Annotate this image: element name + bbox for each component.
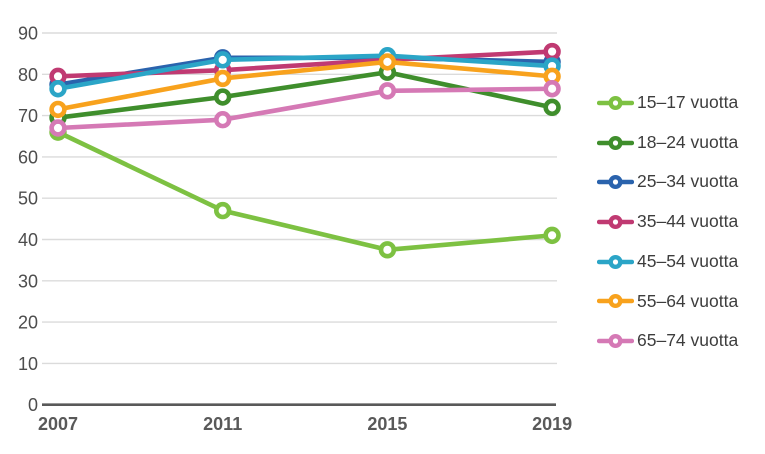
legend-item-35-44-vuotta: 35–44 vuotta <box>597 202 765 242</box>
y-axis-tick-label: 70 <box>18 106 38 126</box>
series-line-55-64-vuotta <box>55 59 555 112</box>
legend-label: 35–44 vuotta <box>637 211 739 232</box>
series-marker-15-17-vuotta <box>214 201 232 220</box>
legend-item-15-17-vuotta: 15–17 vuotta <box>597 83 765 123</box>
legend-marker-icon <box>597 95 634 110</box>
y-axis-tick-label: 20 <box>18 313 38 333</box>
y-axis-tick-label: 90 <box>18 24 38 44</box>
series-marker-65-74-vuotta <box>214 111 232 129</box>
series-marker-15-17-vuotta <box>378 241 397 259</box>
legend-marker-icon <box>597 294 634 309</box>
x-axis-tick-label: 2011 <box>203 414 242 434</box>
legend-marker-icon <box>597 333 634 348</box>
y-axis-tick-label: 0 <box>28 395 38 415</box>
series-marker-18-24-vuotta <box>543 98 561 117</box>
legend-item-25-34-vuotta: 25–34 vuotta <box>597 162 765 202</box>
series-marker-35-44-vuotta <box>543 42 561 61</box>
legend-item-45-54-vuotta: 45–54 vuotta <box>597 242 765 282</box>
series-marker-45-54-vuotta <box>214 51 232 69</box>
legend-item-65-74-vuotta: 65–74 vuotta <box>597 321 765 361</box>
legend-label: 18–24 vuotta <box>637 131 739 152</box>
legend-item-18-24-vuotta: 18–24 vuotta <box>597 123 765 163</box>
series-marker-55-64-vuotta <box>49 100 67 119</box>
legend-label: 25–34 vuotta <box>637 171 739 192</box>
x-axis-tick-label: 2015 <box>367 414 407 434</box>
y-axis-tick-label: 50 <box>18 189 38 209</box>
y-axis-tick-label: 60 <box>18 147 38 167</box>
y-axis-tick-label: 80 <box>18 65 38 85</box>
series-line-65-74-vuotta <box>55 86 555 131</box>
series-marker-18-24-vuotta <box>214 88 232 106</box>
series-line-45-54-vuotta <box>55 53 555 92</box>
series-marker-65-74-vuotta <box>378 82 397 100</box>
series-marker-55-64-vuotta <box>378 53 397 71</box>
legend-marker-icon <box>597 214 634 229</box>
legend-marker-icon <box>597 254 634 269</box>
y-axis-tick-label: 30 <box>18 271 38 291</box>
legend-label: 45–54 vuotta <box>637 250 739 271</box>
legend-item-55-64-vuotta: 55–64 vuotta <box>597 281 765 321</box>
series-line-15-17-vuotta <box>55 129 555 253</box>
x-axis-tick-label: 2007 <box>38 414 78 434</box>
series-marker-45-54-vuotta <box>49 80 67 98</box>
legend-marker-icon <box>597 175 634 190</box>
legend-label: 15–17 vuotta <box>637 92 739 113</box>
x-axis-tick-label: 2019 <box>532 414 572 434</box>
y-axis-tick-label: 10 <box>18 354 38 374</box>
legend-label: 65–74 vuotta <box>637 330 739 351</box>
series-marker-65-74-vuotta <box>543 80 561 98</box>
chart-legend: 15–17 vuotta 18–24 vuotta 25–34 vuotta 35–4… <box>597 83 765 361</box>
series-marker-65-74-vuotta <box>49 119 67 137</box>
series-marker-55-64-vuotta <box>214 69 232 88</box>
series-line-35-44-vuotta <box>55 49 555 79</box>
series-marker-15-17-vuotta <box>543 226 561 245</box>
legend-marker-icon <box>597 135 634 150</box>
legend-label: 55–64 vuotta <box>637 290 739 311</box>
y-axis-tick-label: 40 <box>18 230 38 250</box>
